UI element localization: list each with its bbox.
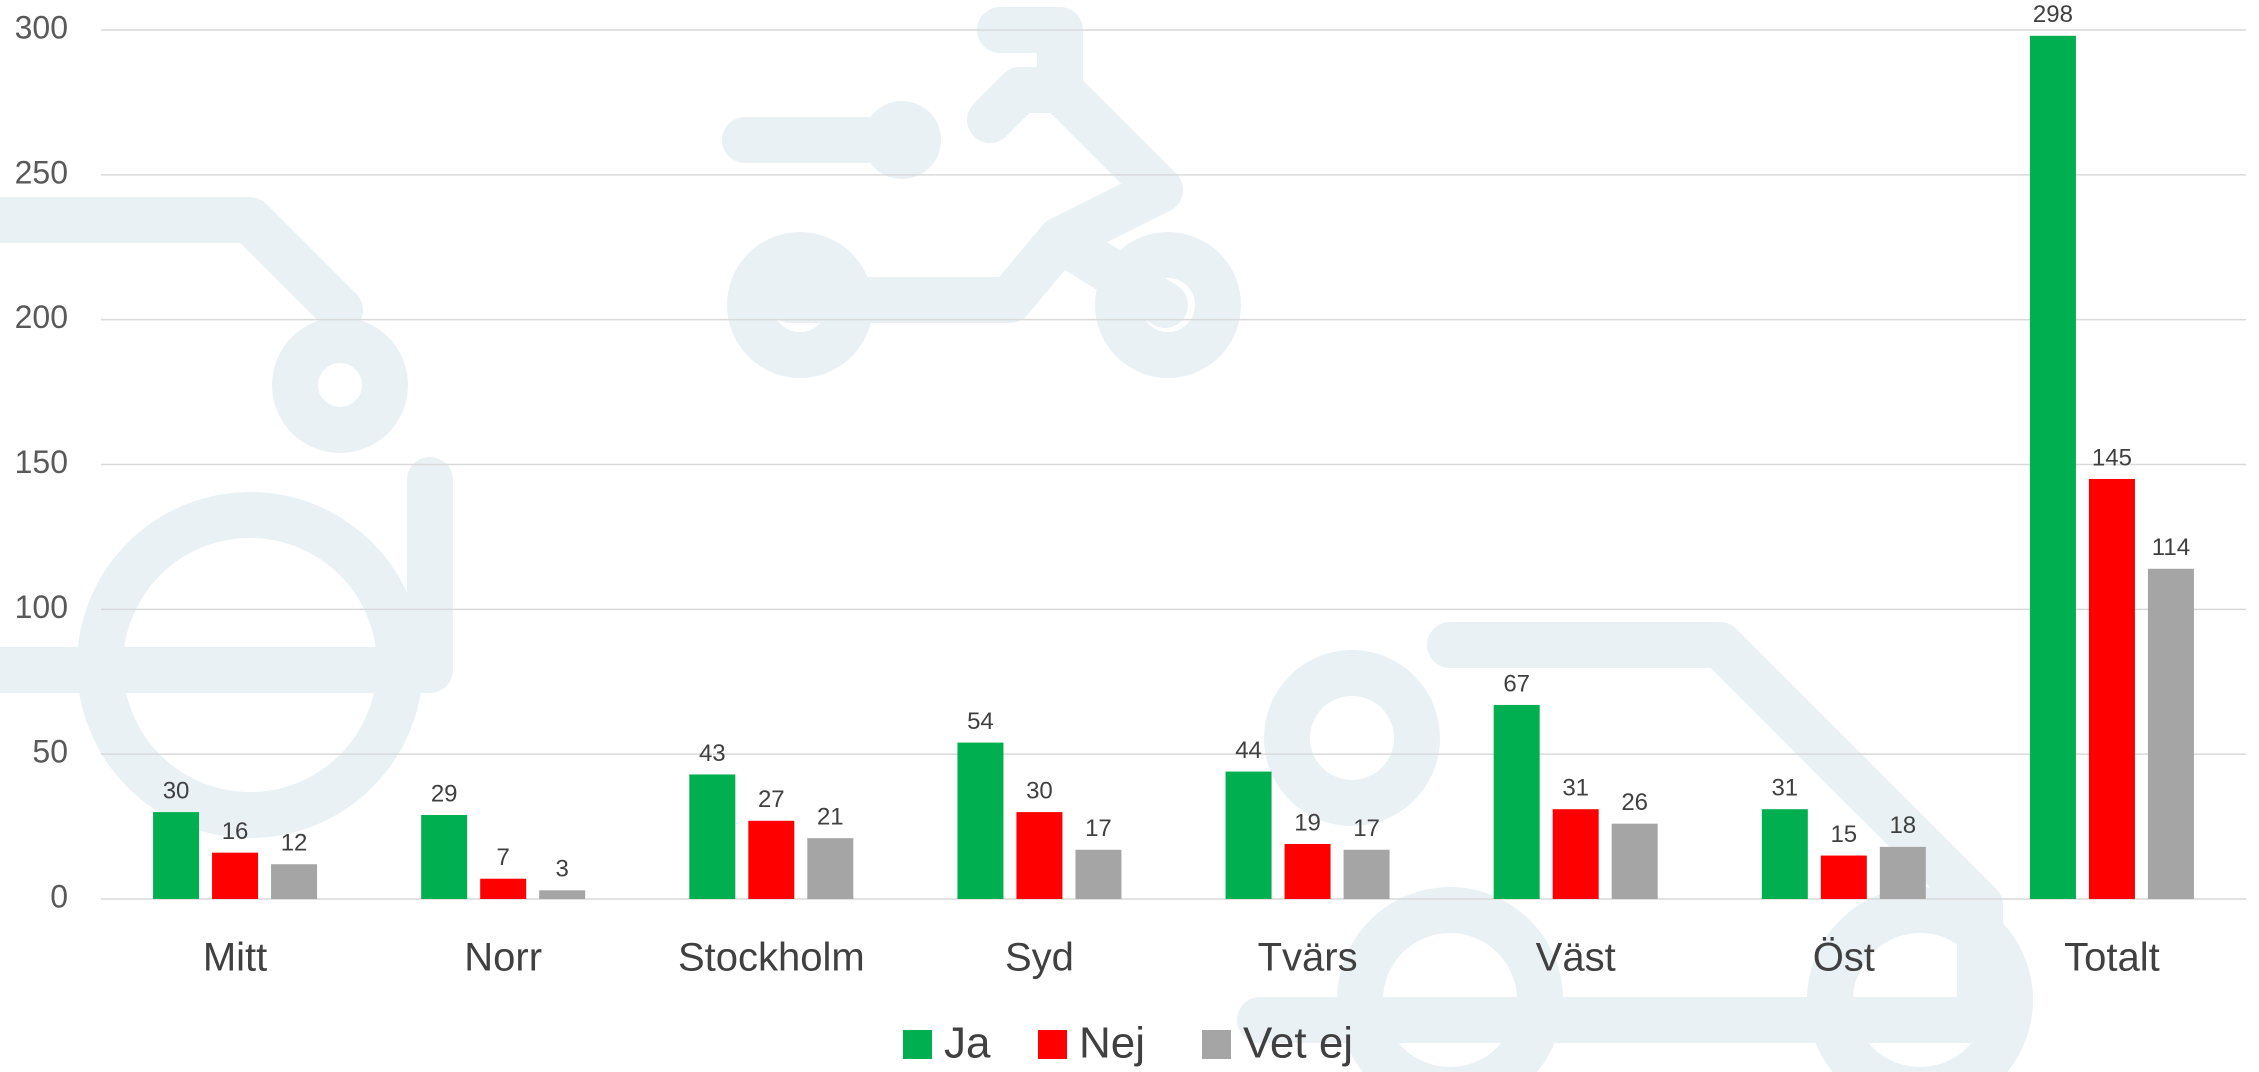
- bar: [2147, 568, 2194, 899]
- legend-swatch: [1038, 1030, 1067, 1059]
- bar: [480, 878, 527, 899]
- bar: [1016, 812, 1063, 899]
- value-label: 31: [1562, 775, 1589, 802]
- y-tick-label: 200: [15, 299, 68, 335]
- plot: 0 50 100 150 200 250 300 Mitt 30 16 12 Norr 29 7 3 Stoc…: [15, 1, 2246, 1068]
- bar: [1820, 855, 1867, 899]
- bar: [1075, 849, 1122, 899]
- bar: [748, 820, 795, 899]
- x-tick-label: Väst: [1536, 936, 1616, 980]
- value-label: 7: [497, 844, 510, 871]
- value-label: 67: [1503, 670, 1530, 697]
- value-label: 19: [1294, 809, 1321, 836]
- value-label: 298: [2033, 1, 2073, 28]
- bar: [539, 890, 586, 899]
- y-tick-label: 300: [15, 9, 68, 45]
- value-label: 114: [2152, 534, 2190, 561]
- bar: [807, 838, 854, 899]
- value-label: 43: [699, 740, 726, 767]
- value-label: 54: [967, 708, 994, 735]
- value-label: 145: [2092, 444, 2132, 471]
- y-tick-label: 250: [15, 154, 68, 190]
- value-label: 15: [1830, 821, 1857, 848]
- x-tick-label: Mitt: [203, 936, 267, 980]
- value-label: 44: [1235, 737, 1262, 764]
- legend-label: Vet ej: [1243, 1019, 1353, 1068]
- value-label: 21: [817, 804, 844, 831]
- background-icons: [0, 7, 2033, 1072]
- bar: [1879, 846, 1926, 899]
- x-tick-label: Syd: [1005, 936, 1074, 980]
- bar: [689, 774, 736, 899]
- x-tick-label: Öst: [1813, 936, 1875, 980]
- bar: [1284, 843, 1331, 899]
- x-tick-label: Norr: [464, 936, 542, 980]
- value-label: 17: [1085, 815, 1112, 842]
- bar: [1761, 809, 1808, 899]
- bar: [957, 742, 1004, 899]
- bar: [1611, 823, 1658, 899]
- bar: [212, 852, 259, 899]
- x-tick-label: Stockholm: [678, 936, 865, 980]
- legend-label: Nej: [1079, 1019, 1145, 1068]
- bar: [1493, 704, 1540, 899]
- value-label: 26: [1621, 789, 1648, 816]
- value-label: 31: [1771, 775, 1798, 802]
- legend-label: Ja: [944, 1019, 991, 1068]
- value-label: 29: [431, 780, 458, 807]
- y-tick-label: 150: [15, 444, 68, 480]
- bar: [2088, 478, 2135, 899]
- value-label: 30: [163, 777, 190, 804]
- legend-swatch: [903, 1030, 932, 1059]
- bar: [1343, 849, 1390, 899]
- value-label: 17: [1353, 815, 1380, 842]
- x-tick-label: Totalt: [2064, 936, 2160, 980]
- x-tick-label: Tvärs: [1258, 936, 1358, 980]
- value-label: 12: [281, 830, 308, 857]
- legend-swatch: [1202, 1030, 1231, 1059]
- bar: [421, 814, 468, 899]
- y-tick-label: 50: [32, 734, 68, 770]
- bar: [1225, 771, 1272, 899]
- bar: [271, 864, 318, 899]
- value-label: 30: [1026, 777, 1053, 804]
- y-tick-label: 0: [50, 878, 68, 914]
- value-label: 27: [758, 786, 785, 813]
- bar: [2029, 35, 2076, 899]
- value-label: 18: [1889, 812, 1916, 839]
- bar: [153, 812, 200, 899]
- value-label: 16: [222, 818, 249, 845]
- bar: [1552, 809, 1599, 899]
- y-tick-label: 100: [15, 589, 68, 625]
- value-label: 3: [556, 856, 569, 883]
